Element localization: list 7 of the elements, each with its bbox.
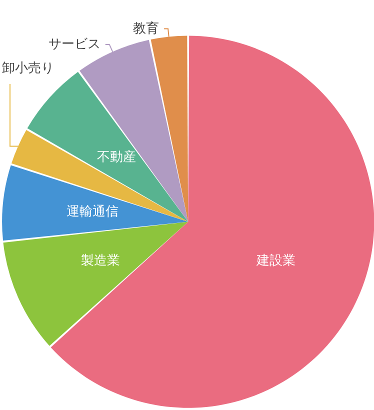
slice-label: サービス <box>48 36 100 52</box>
slice-label: 運輸通信 <box>66 204 119 220</box>
slice-label: 建設業 <box>255 253 296 268</box>
slice-label: 不動産 <box>97 149 136 166</box>
slice-label: 卸小売り <box>2 61 54 76</box>
slice-label: 製造業 <box>80 254 120 269</box>
slice-label: 教育 <box>133 20 160 36</box>
